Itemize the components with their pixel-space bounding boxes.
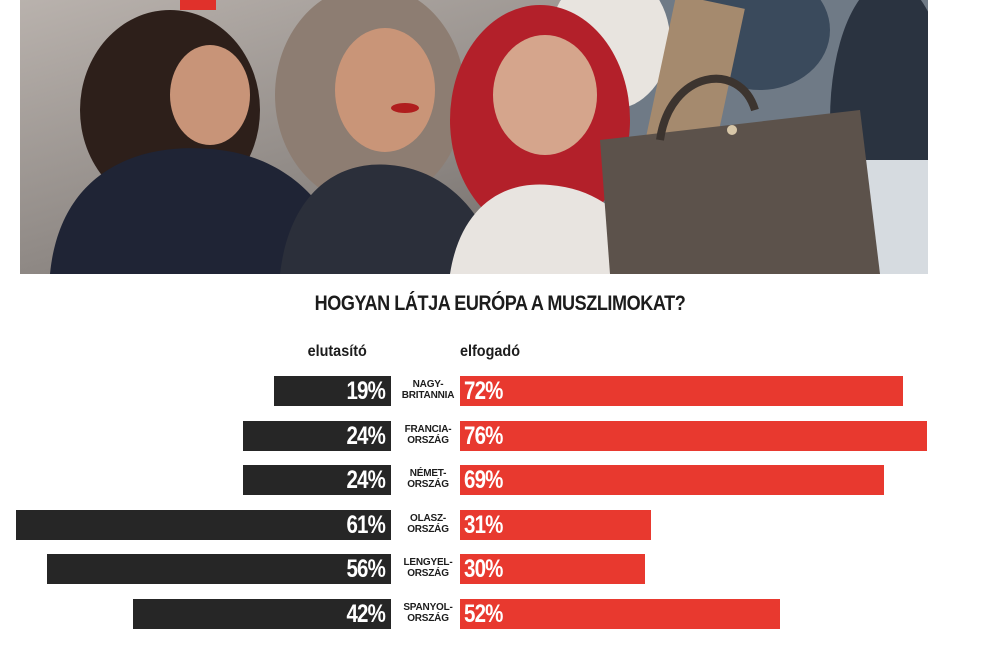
country-label-line: OLASZ- <box>409 513 447 524</box>
country-label-line: ORSZÁG <box>407 479 449 490</box>
country-label: NAGY- BRITANNIA <box>396 379 460 401</box>
bar-value-label: 24% <box>346 422 385 450</box>
bar-value-label: 61% <box>346 511 385 539</box>
country-label-line: ORSZÁG <box>407 568 449 579</box>
chart-title: HOGYAN LÁTJA EURÓPA A MUSZLIMOKAT? <box>314 292 686 315</box>
red-accent-block <box>180 0 216 10</box>
bar-value-label: 69% <box>464 466 503 494</box>
bar-value-label: 24% <box>346 466 385 494</box>
country-label-line: NAGY- <box>412 379 444 390</box>
country-label-line: FRANCIA- <box>404 424 452 435</box>
bar-value-label: 30% <box>464 555 503 583</box>
bar-rejecting: 24% <box>243 465 391 495</box>
header-photo <box>20 0 928 274</box>
country-label: OLASZ- ORSZÁG <box>396 513 460 535</box>
bar-value-label: 31% <box>464 511 503 539</box>
country-label-line: SPANYOL- <box>403 602 453 613</box>
country-label: SPANYOL- ORSZÁG <box>396 602 460 624</box>
bar-rejecting: 42% <box>133 599 391 629</box>
country-label: FRANCIA- ORSZÁG <box>396 424 460 446</box>
red-accent-strip <box>0 0 20 274</box>
legend-accepting: elfogadó <box>460 343 521 360</box>
bar-rejecting: 24% <box>243 421 391 451</box>
country-label-line: ORSZÁG <box>407 435 449 446</box>
country-label-line: BRITANNIA <box>401 390 455 401</box>
bar-rejecting: 19% <box>274 376 391 406</box>
country-label-line: NÉMET- <box>409 468 447 479</box>
bar-accepting: 30% <box>460 554 645 584</box>
bar-accepting: 69% <box>460 465 884 495</box>
bar-accepting: 31% <box>460 510 651 540</box>
bar-value-label: 76% <box>464 422 503 450</box>
bar-value-label: 19% <box>346 377 385 405</box>
country-label-line: LENGYEL- <box>403 557 453 568</box>
bar-value-label: 52% <box>464 600 503 628</box>
bar-value-label: 42% <box>346 600 385 628</box>
legend-rejecting: elutasító <box>307 343 367 360</box>
bar-accepting: 52% <box>460 599 780 629</box>
bar-value-label: 56% <box>346 555 385 583</box>
bar-accepting: 76% <box>460 421 927 451</box>
country-label-line: ORSZÁG <box>407 524 449 535</box>
bar-value-label: 72% <box>464 377 503 405</box>
bar-rejecting: 56% <box>47 554 391 584</box>
bar-accepting: 72% <box>460 376 903 406</box>
country-label: LENGYEL- ORSZÁG <box>396 557 460 579</box>
country-label-line: ORSZÁG <box>407 613 449 624</box>
photo-illustration <box>20 0 928 274</box>
bar-rejecting: 61% <box>16 510 391 540</box>
country-label: NÉMET- ORSZÁG <box>396 468 460 490</box>
